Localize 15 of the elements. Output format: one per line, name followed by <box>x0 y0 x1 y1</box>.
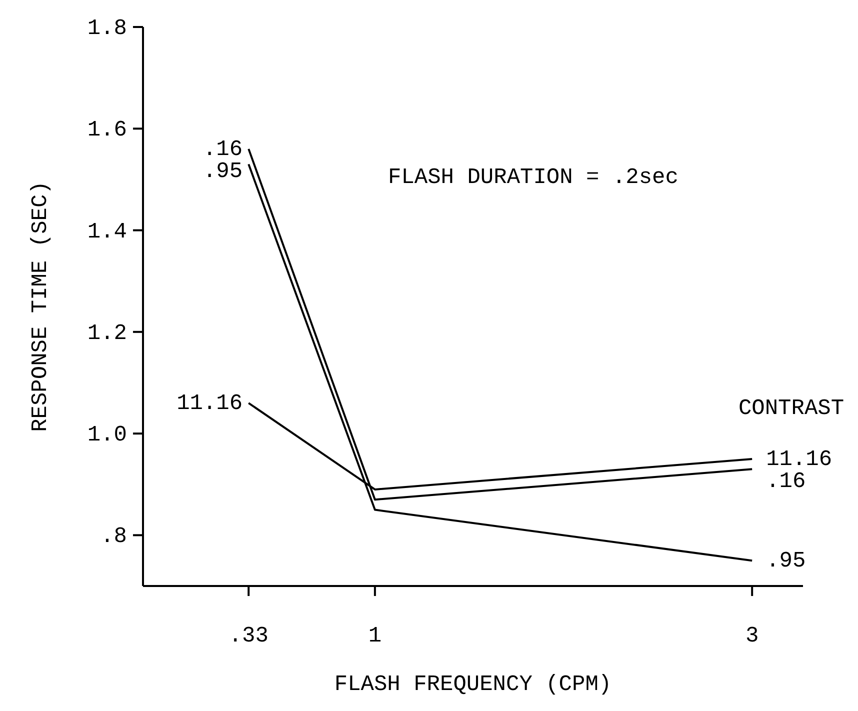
y-axis-title: RESPONSE TIME (SEC) <box>28 181 53 432</box>
x-axis-title: FLASH FREQUENCY (CPM) <box>334 672 612 697</box>
y-tick-label: .8 <box>100 524 127 550</box>
y-tick-label: 1.2 <box>87 320 127 346</box>
y-tick-label: 1.8 <box>87 16 127 42</box>
x-tick-label: 3 <box>745 624 759 649</box>
y-tick-label: 1.6 <box>87 118 127 143</box>
series-label: 11.16 <box>176 391 243 416</box>
y-tick-label: 1.0 <box>87 422 127 448</box>
text: .95 <box>766 548 806 574</box>
y-tick-label: 1.4 <box>87 219 127 244</box>
annotation: FLASH DURATION = .2sec <box>388 165 678 190</box>
legend-title: CONTRAST <box>738 396 844 421</box>
x-tick-label: .33 <box>228 624 268 649</box>
x-tick-label: 1 <box>368 624 382 649</box>
